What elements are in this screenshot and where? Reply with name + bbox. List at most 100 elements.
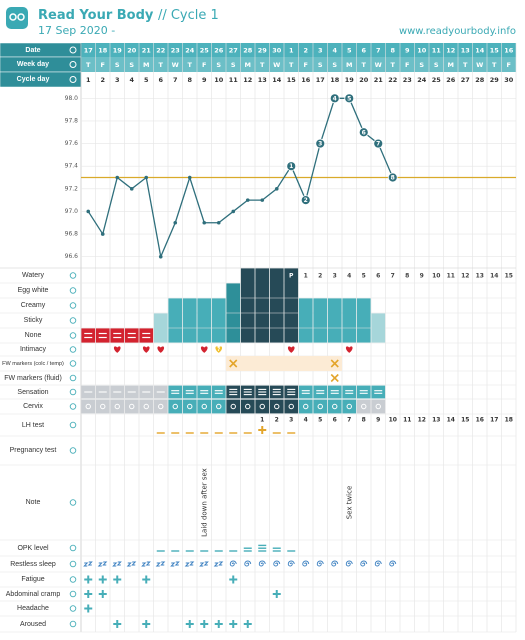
peak-label: 2 xyxy=(318,273,322,280)
day-cell: 3 xyxy=(115,76,120,84)
point-number: 2 xyxy=(304,197,308,204)
cervix-block xyxy=(298,399,313,414)
block-block xyxy=(298,385,313,399)
day-cell: 10 xyxy=(417,47,427,55)
block-block xyxy=(327,385,342,399)
fluid-bar xyxy=(110,328,125,343)
fluid-bar xyxy=(313,298,328,343)
lh-count: 6 xyxy=(333,417,337,424)
day-cell: 2 xyxy=(100,76,105,84)
temperature-point xyxy=(144,175,149,180)
lh-count: 5 xyxy=(318,417,322,424)
cervix-block xyxy=(313,399,328,414)
cervix-block xyxy=(284,399,299,414)
cervix-symbol xyxy=(245,403,251,410)
plus xyxy=(142,620,151,628)
cervix-symbol xyxy=(274,403,280,410)
lh-count: 13 xyxy=(432,417,440,424)
cervix-block xyxy=(95,399,110,414)
cervix-symbol xyxy=(216,403,222,410)
cycle-text: // Cycle 1 xyxy=(158,8,219,23)
y-tick-label: 97.6 xyxy=(65,140,79,147)
plus xyxy=(84,575,93,584)
cervix-block xyxy=(168,399,183,414)
day-cell: 1 xyxy=(289,47,294,55)
sleep-icon xyxy=(155,561,166,567)
cervix-block xyxy=(255,399,270,414)
header-label: Cycle day xyxy=(16,76,50,83)
day-cell: 19 xyxy=(345,76,355,84)
row-label: Intimacy xyxy=(19,346,47,353)
cervix-symbol xyxy=(259,403,265,410)
day-cell: 30 xyxy=(504,76,514,84)
sleep-icon xyxy=(229,560,237,567)
day-cell: 13 xyxy=(258,76,267,84)
row-icon xyxy=(69,447,77,454)
day-cell: 1 xyxy=(86,76,91,84)
temperature-point xyxy=(231,209,236,214)
temperature-point xyxy=(86,209,91,214)
day-cell: 20 xyxy=(127,47,137,55)
cervix-symbol xyxy=(143,403,149,410)
heart xyxy=(157,346,165,353)
temperature-point xyxy=(260,198,265,202)
plus xyxy=(185,620,194,628)
temperature-point xyxy=(274,187,279,191)
sleep-icon xyxy=(360,560,368,567)
day-cell: T xyxy=(260,61,265,69)
plus xyxy=(142,575,151,584)
day-cell: F xyxy=(507,61,511,69)
lh-count: 2 xyxy=(275,417,279,424)
row-label: Egg white xyxy=(17,287,49,294)
lh-count: 9 xyxy=(376,417,380,424)
day-cell: W xyxy=(172,61,179,69)
day-cell: T xyxy=(86,61,91,69)
numbered-point xyxy=(387,172,398,183)
peak-label: 6 xyxy=(376,273,380,280)
cervix-block xyxy=(356,399,371,414)
note: Sex twice xyxy=(345,486,353,520)
header-label: Date xyxy=(25,46,41,54)
day-cell: F xyxy=(101,61,105,69)
day-cell: 26 xyxy=(214,47,224,55)
day-cell: M xyxy=(245,61,251,69)
day-cell: 19 xyxy=(113,47,123,55)
peak-label: 14 xyxy=(490,273,498,280)
sleep-icon xyxy=(213,561,224,567)
logo-eye xyxy=(9,13,17,21)
row-icon xyxy=(69,287,77,294)
lh-count: 17 xyxy=(490,417,498,424)
cervix-symbol xyxy=(85,403,91,410)
cervix-block xyxy=(197,399,212,414)
row-icon xyxy=(69,576,77,583)
fluid-bar xyxy=(371,313,386,343)
plus xyxy=(272,590,281,598)
peak-label: 3 xyxy=(333,273,337,280)
block-block xyxy=(356,385,371,399)
y-tick-label: 97.0 xyxy=(65,208,79,215)
url[interactable]: www.readyourbody.info xyxy=(399,26,516,37)
lh-count: 11 xyxy=(403,417,411,424)
temperature-point xyxy=(115,175,120,180)
cervix-block xyxy=(182,399,197,414)
fluid-bar xyxy=(211,298,226,343)
block-block xyxy=(211,385,226,399)
day-cell: 2 xyxy=(303,47,308,55)
day-cell: S xyxy=(216,61,221,69)
peak-label: 9 xyxy=(420,273,424,280)
plus xyxy=(98,575,107,584)
day-cell: S xyxy=(318,61,323,69)
numbered-point xyxy=(315,138,326,149)
point-number: 7 xyxy=(376,141,380,148)
day-cell: 17 xyxy=(84,47,93,55)
y-tick-label: 97.8 xyxy=(65,117,79,124)
cervix-block xyxy=(226,399,241,414)
day-cell: 14 xyxy=(272,76,282,84)
block-block xyxy=(182,385,197,399)
row-icon xyxy=(69,544,77,552)
day-cell: 5 xyxy=(144,76,149,84)
day-cell: 5 xyxy=(347,47,352,55)
day-cell: 9 xyxy=(202,76,207,84)
cervix-block xyxy=(269,399,284,414)
numbered-point xyxy=(373,138,384,149)
